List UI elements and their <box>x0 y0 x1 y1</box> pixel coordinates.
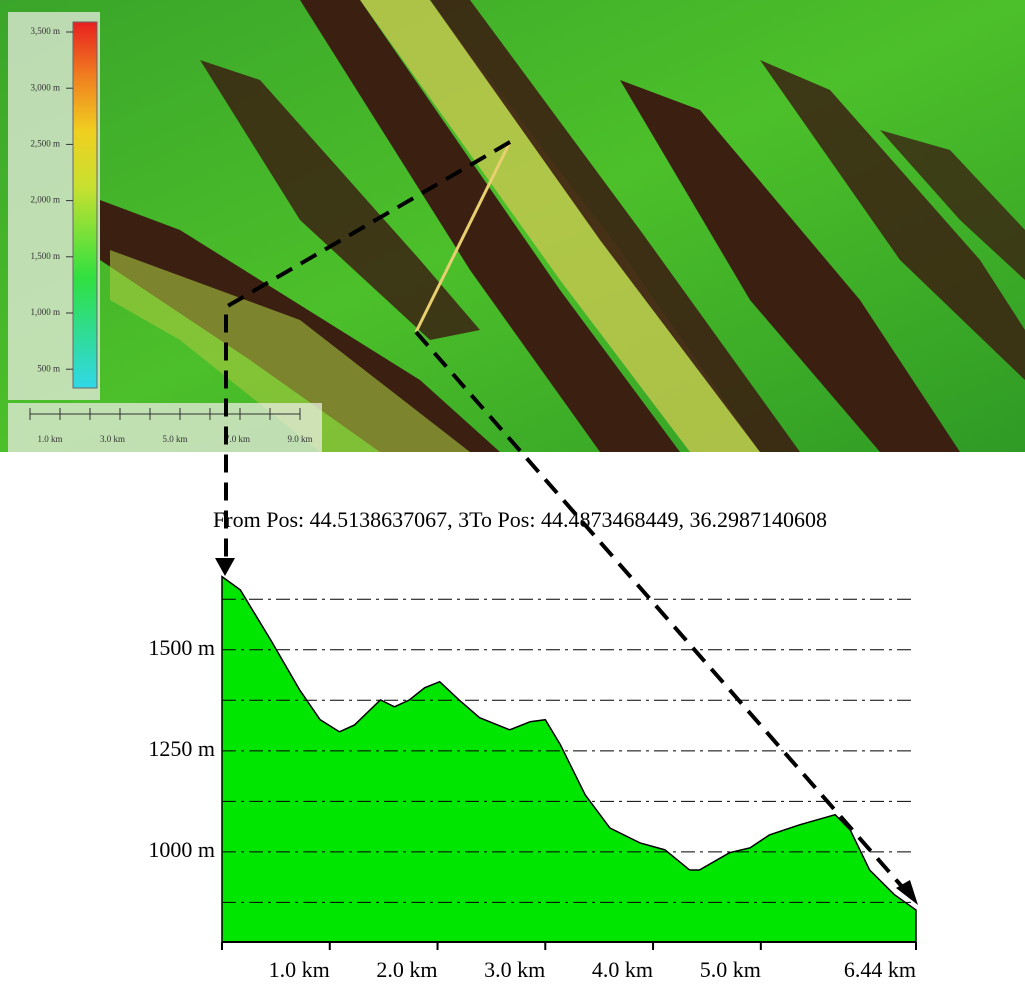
page: 3,500 m 3,000 m 2,500 m 2,000 m 1,500 m 1,000… <box>0 0 1025 987</box>
scale-label: 5.0 km <box>162 434 187 444</box>
legend-label: 1,500 m <box>30 251 60 261</box>
scale-label: 1.0 km <box>37 434 62 444</box>
legend-label: 1,000 m <box>30 307 60 317</box>
y-tick-label: 1250 m <box>148 736 215 761</box>
legend-label: 3,500 m <box>30 26 60 36</box>
x-tick-label: 3.0 km <box>484 957 545 982</box>
x-tick-label: 6.44 km <box>844 957 916 982</box>
scale-label: 3.0 km <box>100 434 125 444</box>
arrow-head <box>215 558 235 576</box>
legend-label: 3,000 m <box>30 82 60 92</box>
chart-title: From Pos: 44.5138637067, 3To Pos: 44.487… <box>213 507 827 532</box>
y-tick-label: 1500 m <box>148 635 215 660</box>
terrain-map <box>0 0 1025 452</box>
legend-label: 500 m <box>37 363 60 373</box>
legend-label: 2,000 m <box>30 195 60 205</box>
scale-label: 7.0 km <box>225 434 250 444</box>
x-tick-label: 2.0 km <box>376 957 437 982</box>
x-tick-label: 1.0 km <box>269 957 330 982</box>
x-tick-label: 5.0 km <box>700 957 761 982</box>
legend-label: 2,500 m <box>30 138 60 148</box>
scale-label: 9.0 km <box>287 434 312 444</box>
x-tick-label: 4.0 km <box>592 957 653 982</box>
elevation-area <box>222 577 916 942</box>
y-tick-label: 1000 m <box>148 837 215 862</box>
